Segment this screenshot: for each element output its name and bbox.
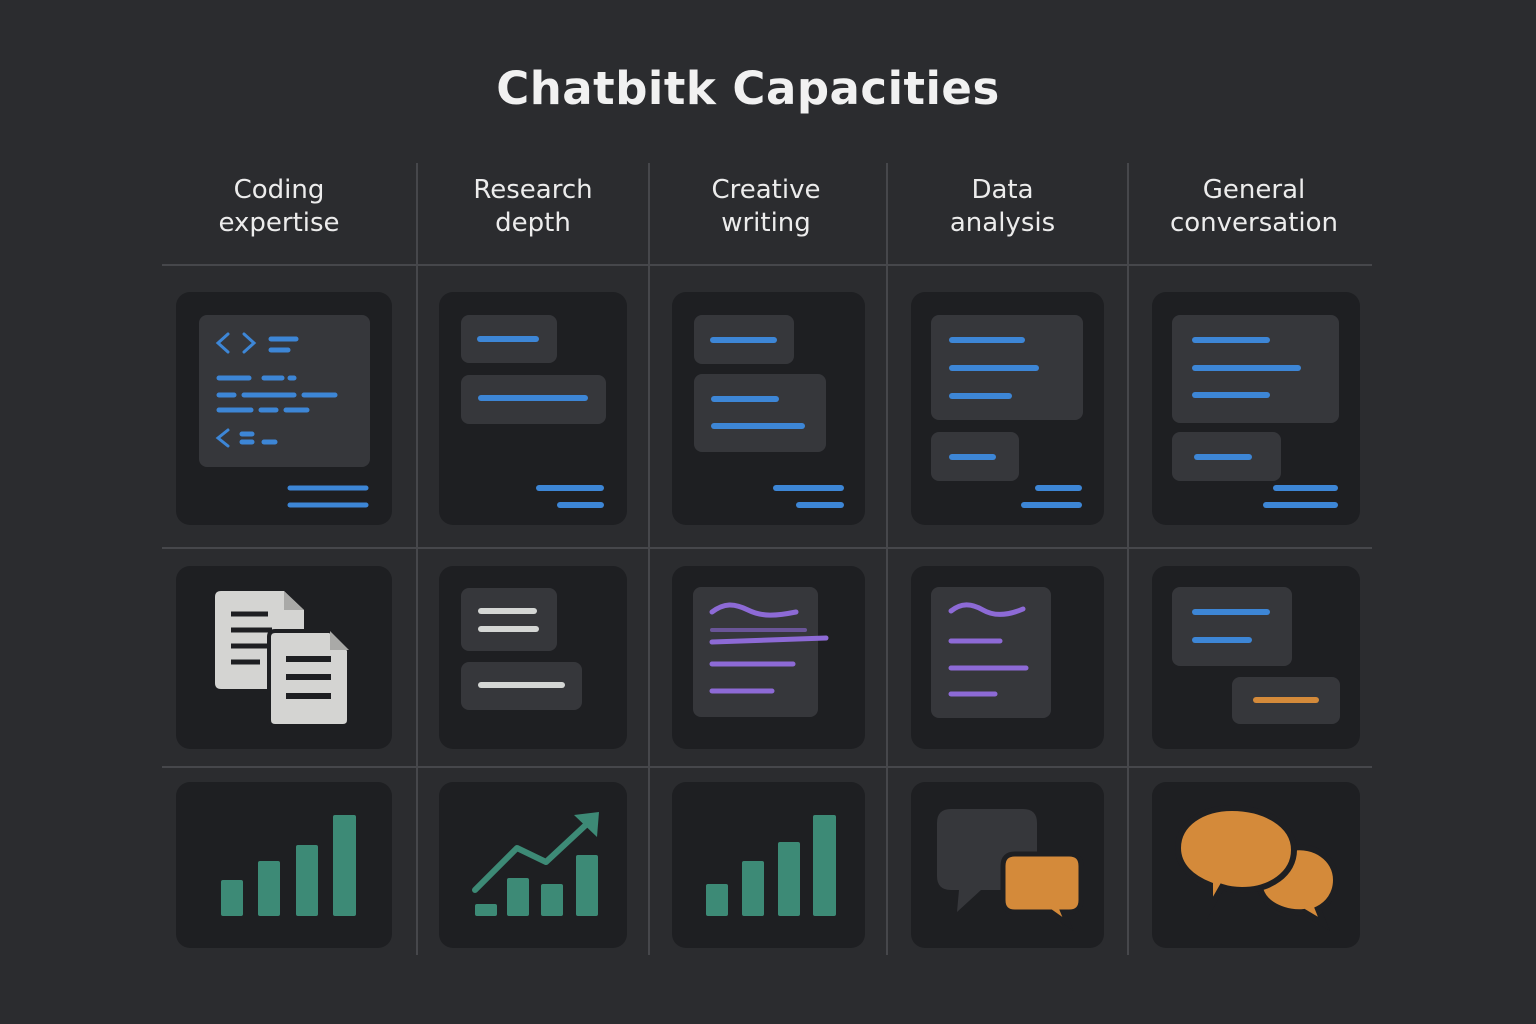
tile-data-chat bbox=[911, 292, 1104, 525]
documents-icon bbox=[215, 591, 351, 728]
page-title: Chatbitk Capacities bbox=[496, 62, 1000, 115]
speech-bubbles-icon bbox=[1174, 804, 1340, 932]
tile-general-chat bbox=[1152, 292, 1360, 525]
tile-coding-code bbox=[176, 292, 392, 525]
chat-bubbles-text-icon bbox=[461, 315, 606, 508]
column-header-line: expertise bbox=[218, 208, 340, 238]
column-header-data: Data analysis bbox=[887, 174, 1118, 240]
handwriting-card-icon bbox=[693, 587, 829, 717]
tile-coding-docs bbox=[176, 566, 392, 749]
tile-coding-bars bbox=[176, 782, 392, 948]
trend-chart-icon bbox=[472, 812, 599, 916]
tile-data-speech bbox=[911, 782, 1104, 948]
chat-bubbles-text-icon bbox=[1172, 315, 1339, 508]
tile-research-trend bbox=[439, 782, 627, 948]
column-header-line: depth bbox=[495, 208, 571, 238]
speech-bubbles-icon bbox=[937, 809, 1084, 932]
column-header-line: Data bbox=[971, 175, 1034, 205]
chat-bubbles-text-icon bbox=[694, 315, 844, 508]
code-editor-icon bbox=[199, 315, 370, 508]
column-header-line: Coding bbox=[233, 175, 325, 205]
column-header-line: analysis bbox=[949, 208, 1056, 238]
column-header-line: conversation bbox=[1169, 208, 1339, 238]
tile-creative-writing bbox=[672, 566, 865, 749]
column-header-general: General conversation bbox=[1128, 174, 1380, 240]
column-header-line: General bbox=[1202, 175, 1306, 205]
column-header-creative: Creative writing bbox=[649, 174, 883, 240]
column-header-line: Creative bbox=[711, 175, 821, 205]
column-header-research: Research depth bbox=[417, 174, 649, 240]
column-header-line: Research bbox=[473, 175, 593, 205]
column-header-line: writing bbox=[721, 208, 811, 238]
column-header-coding: Coding expertise bbox=[162, 174, 396, 240]
tile-creative-chat bbox=[672, 292, 865, 525]
tile-general-speech bbox=[1152, 782, 1360, 948]
handwriting-card-icon bbox=[931, 587, 1051, 718]
chat-bubbles-text-icon bbox=[931, 315, 1083, 508]
tile-research-cards bbox=[439, 566, 627, 749]
bar-chart-icon bbox=[221, 815, 356, 916]
chat-messages-icon bbox=[1172, 587, 1340, 724]
text-cards-icon bbox=[461, 588, 582, 710]
tile-research-chat bbox=[439, 292, 627, 525]
bar-chart-icon bbox=[706, 815, 836, 916]
tile-general-messages bbox=[1152, 566, 1360, 749]
tile-creative-bars bbox=[672, 782, 865, 948]
tile-data-writing bbox=[911, 566, 1104, 749]
